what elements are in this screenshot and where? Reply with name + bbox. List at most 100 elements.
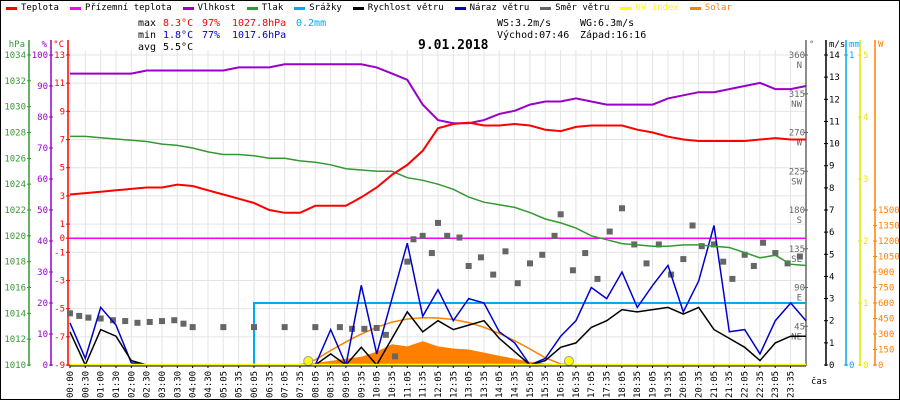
humidity-tick-label: 20 (37, 299, 48, 309)
wind-direction-point (97, 315, 104, 322)
wind-direction-point (606, 228, 613, 235)
wind-direction-point (428, 250, 435, 257)
wind-direction-point (410, 236, 417, 243)
temperature-tick-label: 13 (54, 51, 65, 61)
x-tick-label: 16:35 (572, 371, 582, 398)
temperature-tick-label: -7 (54, 333, 65, 343)
legend-item: Solar (689, 3, 732, 13)
direction-name-label: SE (791, 255, 802, 265)
legend-item: Vlhkost (182, 3, 236, 13)
wind-axis-unit: m/s (829, 40, 845, 50)
legend-label: Směr větru (555, 3, 610, 13)
wind-direction-point (251, 324, 257, 331)
direction-name-label: S (797, 216, 802, 226)
wind-direction-point (382, 331, 389, 338)
wind-direction-point (336, 324, 343, 331)
stats-min-temp: 1.8°C (163, 30, 194, 41)
x-tick-label: 22:05 (741, 371, 751, 398)
pressure-tick-label: 1026 (4, 154, 26, 164)
wind-direction-point (281, 324, 288, 331)
wind-tick-label: 8 (829, 184, 834, 194)
wind-tick-label: 5 (829, 250, 834, 260)
legend-label: Tlak (261, 3, 284, 13)
legend-swatch (246, 6, 258, 10)
wind-tick-label: 7 (829, 206, 834, 216)
x-tick-label: 23:05 (771, 371, 781, 398)
x-tick-label: 19:05 (649, 371, 659, 398)
stats-ws: WS:3.2m/s (497, 18, 552, 29)
x-tick-label: 04:00 (189, 371, 199, 398)
legend-label: Náraz větru (469, 3, 530, 13)
solar-tick-label: 750 (878, 284, 894, 294)
temperature-tick-label: -9 (54, 361, 65, 371)
x-tick-label: 04:30 (204, 371, 214, 398)
wind-direction-point (539, 251, 546, 258)
legend-swatch (182, 6, 194, 10)
legend-label: Rychlost větru (367, 3, 444, 13)
wind-direction-point (122, 318, 129, 325)
direction-tick-label: 45 (794, 322, 805, 332)
wind-direction-point (557, 211, 564, 218)
solar-tick-label: 300 (878, 330, 894, 340)
wind-direction-point (514, 280, 521, 287)
wind-direction-point (772, 250, 779, 257)
wind-direction-point (796, 253, 803, 260)
wind-direction-point (171, 317, 178, 324)
legend-swatch (454, 6, 466, 10)
legend-item: Rychlost větru (352, 3, 444, 13)
wind-tick-label: 3 (829, 295, 834, 305)
x-tick-label: 06:35 (265, 371, 275, 398)
chart-title: 9.01.2018 (418, 38, 489, 53)
temperature-tick-label: 3 (60, 192, 65, 202)
x-tick-label: 14:05 (495, 371, 505, 398)
wind-direction-point (490, 271, 497, 278)
wind-direction-point (76, 312, 83, 319)
x-tick-label: 03:00 (158, 371, 168, 398)
legend-item: UV index (620, 3, 679, 13)
wind-direction-point (750, 262, 757, 269)
x-tick-label: 18:05 (618, 371, 628, 398)
wind-direction-point (784, 260, 791, 267)
x-tick-label: 15:35 (541, 371, 551, 398)
legend-swatch (6, 6, 17, 10)
wind-direction-point (594, 275, 601, 282)
x-tick-label: 06:05 (250, 371, 260, 398)
wind-tick-label: 1 (829, 339, 834, 349)
x-tick-label: 12:05 (434, 371, 444, 398)
humidity-line (70, 63, 807, 125)
legend-swatch (540, 6, 552, 10)
pressure-line (70, 135, 807, 267)
sunrise-marker (303, 356, 314, 366)
legend-item: Teplota (6, 3, 59, 13)
x-tick-label: 16:05 (557, 371, 567, 398)
wind-direction-point (404, 258, 411, 265)
humidity-tick-label: 90 (37, 82, 48, 92)
legend-swatch (69, 6, 81, 10)
wind-tick-label: 14 (829, 51, 840, 61)
temperature-line (69, 121, 806, 214)
x-tick-label: 10:35 (388, 371, 398, 398)
direction-name-label: E (797, 294, 802, 304)
wind-tick-label: 0 (829, 361, 834, 371)
temperature-tick-label: 11 (54, 79, 65, 89)
x-tick-label: 17:35 (603, 371, 613, 398)
wind-direction-point (729, 275, 736, 282)
wind-tick-label: 10 (829, 140, 840, 150)
legend-item: Srážky (294, 3, 342, 13)
temperature-axis-unit: °C (53, 40, 64, 50)
legend-label: Teplota (21, 3, 59, 13)
temperature-tick-label: -5 (54, 305, 65, 315)
x-tick-label: 19:35 (664, 371, 674, 398)
x-tick-label: 18:35 (633, 371, 643, 398)
uv-tick-label: 5 (863, 51, 868, 61)
legend-item: Náraz větru (454, 3, 530, 13)
humidity-tick-label: 70 (37, 144, 48, 154)
wind-direction-point (435, 219, 441, 226)
x-tick-label: 21:35 (725, 371, 735, 398)
humidity-tick-label: 0 (43, 361, 48, 371)
rain-tick-label: 1 (849, 51, 854, 61)
uv-tick-label: 0 (863, 361, 868, 371)
x-tick-label: 21:05 (710, 371, 720, 398)
pressure-tick-label: 1016 (4, 284, 26, 294)
wind-direction-point (741, 251, 748, 258)
